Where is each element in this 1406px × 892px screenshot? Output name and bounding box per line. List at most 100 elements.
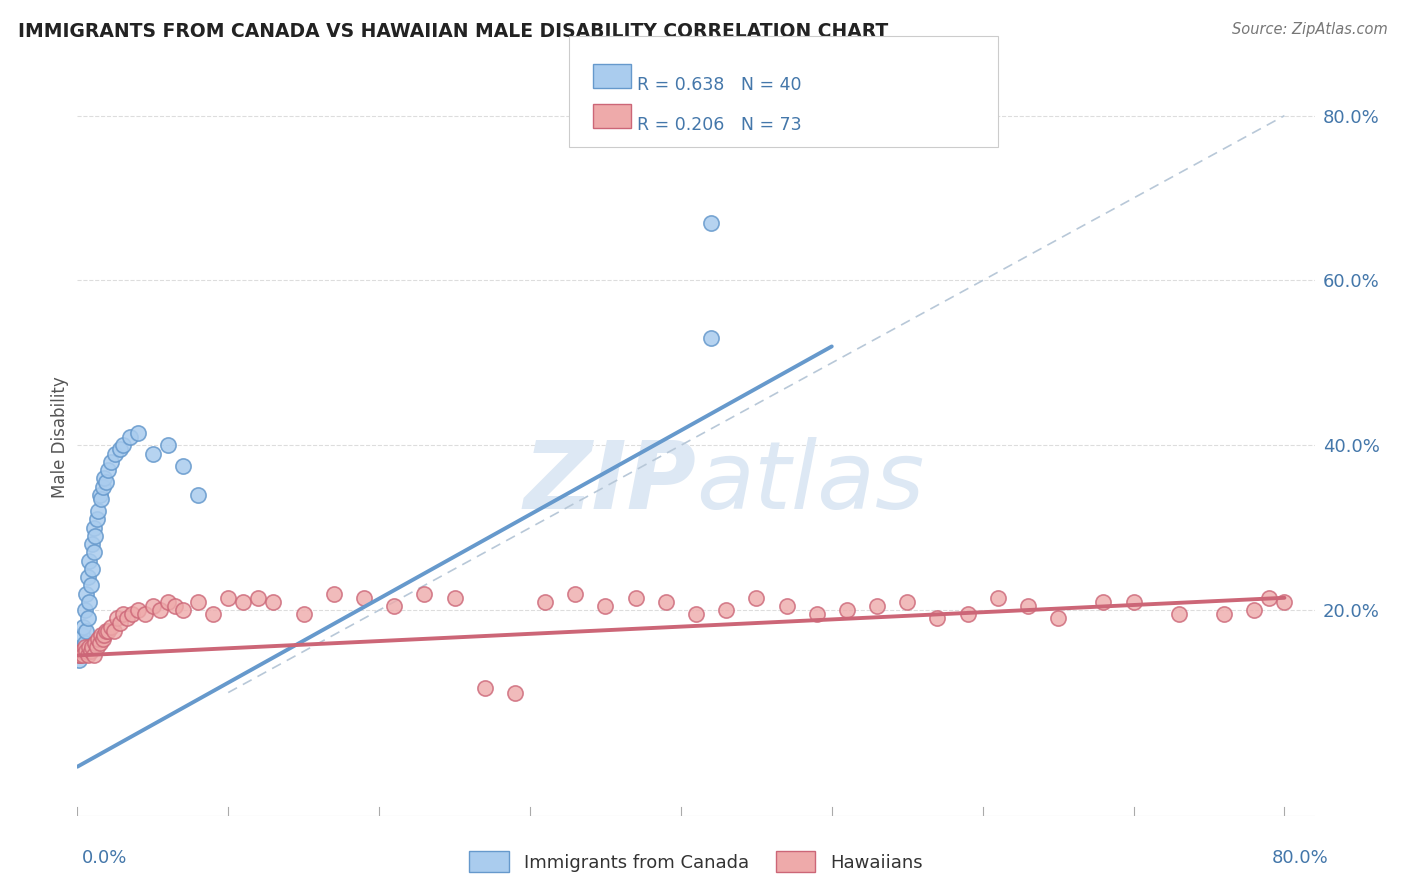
Point: [595, 599, 617, 613]
Point: [84, 636, 107, 650]
Point: [83, 545, 105, 559]
Point: [503, 685, 526, 699]
Point: [382, 599, 405, 613]
Point: [105, 611, 128, 625]
Point: [83, 521, 105, 535]
Point: [956, 607, 979, 622]
Point: [103, 624, 125, 638]
Point: [835, 603, 858, 617]
Y-axis label: Male Disability: Male Disability: [51, 376, 69, 498]
Point: [84, 529, 107, 543]
Point: [100, 455, 122, 469]
Point: [87, 504, 110, 518]
Point: [69, 648, 91, 663]
Point: [72, 619, 94, 633]
Point: [108, 615, 131, 630]
Point: [104, 446, 127, 460]
Point: [91, 479, 114, 493]
Legend: Immigrants from Canada, Hawaiians: Immigrants from Canada, Hawaiians: [463, 844, 929, 880]
Point: [93, 471, 115, 485]
Point: [714, 603, 737, 617]
Point: [443, 591, 465, 605]
Point: [745, 591, 768, 605]
Point: [70, 644, 93, 658]
Point: [322, 587, 344, 601]
Point: [94, 475, 117, 490]
Point: [77, 648, 100, 663]
Point: [413, 587, 436, 601]
Text: R = 0.638   N = 40: R = 0.638 N = 40: [637, 76, 801, 94]
Point: [1167, 607, 1189, 622]
Point: [263, 595, 285, 609]
Point: [1047, 611, 1070, 625]
Point: [142, 599, 165, 613]
Point: [75, 624, 97, 638]
Point: [624, 591, 647, 605]
Point: [1017, 599, 1039, 613]
Point: [70, 644, 93, 658]
Point: [75, 644, 97, 658]
Point: [866, 599, 889, 613]
Point: [1243, 603, 1265, 617]
Point: [247, 591, 270, 605]
Point: [77, 611, 100, 625]
Point: [149, 603, 172, 617]
Point: [82, 640, 104, 655]
Point: [121, 607, 143, 622]
Point: [1213, 607, 1236, 622]
Point: [91, 632, 114, 646]
Point: [987, 591, 1010, 605]
Point: [534, 595, 557, 609]
Point: [82, 562, 104, 576]
Point: [89, 636, 111, 650]
Point: [232, 595, 254, 609]
Point: [86, 640, 108, 655]
Point: [353, 591, 375, 605]
Point: [655, 595, 678, 609]
Point: [806, 607, 828, 622]
Point: [93, 628, 115, 642]
Point: [73, 636, 96, 650]
Text: IMMIGRANTS FROM CANADA VS HAWAIIAN MALE DISABILITY CORRELATION CHART: IMMIGRANTS FROM CANADA VS HAWAIIAN MALE …: [18, 22, 889, 41]
Text: R = 0.206   N = 73: R = 0.206 N = 73: [637, 116, 801, 134]
Point: [202, 607, 225, 622]
Point: [89, 488, 111, 502]
Point: [87, 632, 110, 646]
Point: [73, 603, 96, 617]
Point: [1258, 591, 1281, 605]
Point: [172, 458, 194, 473]
Point: [96, 624, 118, 638]
Point: [72, 640, 94, 655]
Point: [86, 512, 108, 526]
Text: Source: ZipAtlas.com: Source: ZipAtlas.com: [1232, 22, 1388, 37]
Point: [77, 570, 100, 584]
Point: [700, 331, 723, 345]
Point: [292, 607, 315, 622]
Point: [80, 578, 103, 592]
Point: [1122, 595, 1144, 609]
Point: [927, 611, 949, 625]
Point: [73, 640, 96, 655]
Point: [79, 640, 101, 655]
Point: [1274, 595, 1296, 609]
Point: [75, 587, 97, 601]
Point: [134, 607, 156, 622]
Text: ZIP: ZIP: [523, 436, 696, 529]
Point: [127, 603, 149, 617]
Point: [187, 595, 209, 609]
Point: [100, 619, 122, 633]
Point: [564, 587, 586, 601]
Point: [96, 463, 118, 477]
Point: [700, 216, 723, 230]
Point: [120, 430, 142, 444]
Point: [70, 628, 93, 642]
Point: [775, 599, 797, 613]
Point: [67, 652, 90, 666]
Point: [165, 599, 187, 613]
Point: [94, 624, 117, 638]
Point: [115, 611, 138, 625]
Point: [111, 438, 134, 452]
Point: [1092, 595, 1115, 609]
Point: [72, 648, 94, 663]
Point: [79, 554, 101, 568]
